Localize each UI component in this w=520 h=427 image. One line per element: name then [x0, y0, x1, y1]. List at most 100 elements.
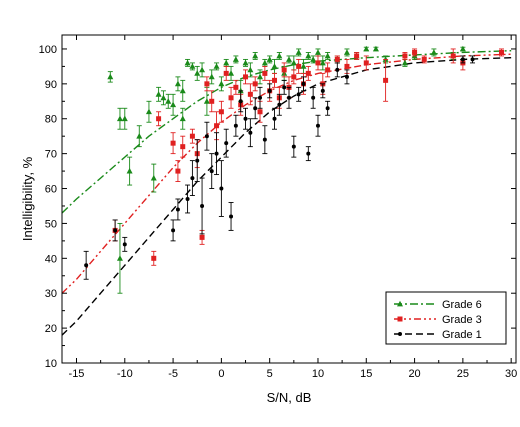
data-point: [257, 109, 263, 115]
data-point: [204, 134, 209, 139]
data-point: [301, 81, 306, 86]
y-tick-label: 40: [45, 253, 57, 265]
data-point: [272, 116, 277, 121]
data-point: [175, 168, 181, 174]
x-axis-label: S/N, dB: [267, 390, 312, 405]
legend-marker: [397, 316, 403, 322]
data-point: [214, 151, 219, 156]
data-point: [151, 255, 157, 261]
data-point: [170, 101, 177, 108]
series-0: [107, 45, 466, 294]
data-point: [402, 53, 408, 59]
data-point: [305, 70, 311, 76]
data-point: [189, 133, 195, 139]
data-point: [470, 57, 475, 62]
data-point: [165, 98, 172, 104]
legend-label: Grade 3: [442, 314, 482, 326]
plot-frame: [61, 34, 517, 364]
data-point: [170, 140, 176, 146]
data-point: [305, 52, 312, 59]
data-point: [185, 197, 190, 201]
data-point: [126, 167, 133, 174]
data-point: [310, 56, 317, 62]
data-point: [189, 63, 196, 69]
data-point: [171, 228, 176, 233]
data-point: [335, 67, 340, 72]
legend-label: Grade 1: [442, 329, 482, 341]
data-point: [213, 63, 220, 69]
data-point: [122, 242, 127, 247]
data-point: [325, 106, 330, 111]
data-point: [372, 45, 379, 52]
data-point: [460, 57, 465, 62]
data-point: [113, 228, 118, 233]
data-point: [383, 77, 389, 83]
data-point: [282, 85, 287, 90]
data-point: [242, 59, 249, 66]
data-point: [223, 59, 230, 66]
data-point: [343, 49, 350, 55]
data-point: [228, 70, 235, 76]
data-point: [174, 80, 181, 87]
x-tick-label: 15: [360, 368, 372, 380]
data-point: [160, 94, 167, 101]
data-point: [258, 95, 263, 100]
data-point: [203, 98, 210, 104]
data-point: [121, 115, 128, 122]
data-point: [324, 52, 331, 59]
data-point: [334, 56, 340, 62]
data-point: [286, 56, 292, 62]
data-point: [199, 234, 205, 240]
legend-item-2: Grade 1: [394, 329, 482, 341]
data-point: [257, 73, 264, 80]
data-point: [209, 169, 214, 174]
data-point: [233, 123, 238, 128]
data-point: [499, 49, 505, 55]
data-point: [277, 102, 282, 107]
y-tick-label: 20: [45, 323, 57, 335]
data-point: [354, 53, 360, 59]
data-point: [252, 81, 258, 87]
data-point: [190, 176, 195, 181]
x-tick-label: 30: [505, 368, 517, 380]
data-point: [401, 59, 408, 66]
data-point: [253, 106, 258, 111]
legend-marker: [397, 300, 403, 307]
data-point: [214, 123, 220, 129]
x-tick-label: -5: [168, 368, 178, 380]
y-tick-label: 10: [45, 358, 57, 370]
data-point: [155, 91, 162, 97]
axis-ticks: -15 -10 -5 0 5 10 15 20 25 30 10 20 30 40 50 60 70 80 90 10…: [39, 35, 517, 380]
data-point: [412, 49, 418, 55]
data-point: [325, 67, 331, 73]
data-point: [209, 98, 215, 104]
data-point: [262, 70, 268, 76]
data-point: [271, 63, 278, 69]
data-point: [179, 87, 186, 94]
data-point: [224, 141, 229, 146]
data-point: [252, 52, 259, 59]
data-point: [344, 74, 349, 79]
x-tick-label: 20: [408, 368, 420, 380]
data-point: [107, 73, 114, 80]
data-point: [208, 73, 215, 80]
legend-label: Grade 6: [442, 299, 482, 311]
y-tick-label: 100: [39, 44, 57, 56]
legend-item-1: Grade 3: [394, 314, 482, 326]
data-point: [296, 92, 301, 97]
legend-marker: [398, 332, 402, 336]
x-tick-label: 25: [457, 368, 469, 380]
x-tick-label: 10: [312, 368, 324, 380]
series-2: [83, 55, 476, 280]
data-point: [233, 84, 239, 90]
data-point: [199, 66, 206, 73]
data-point: [218, 80, 225, 87]
data-point: [229, 214, 234, 219]
y-tick-label: 60: [45, 184, 57, 196]
y-tick-label: 90: [45, 79, 57, 91]
y-tick-label: 80: [45, 114, 57, 126]
data-point: [223, 70, 229, 76]
data-point: [290, 59, 297, 66]
data-point: [232, 56, 239, 62]
